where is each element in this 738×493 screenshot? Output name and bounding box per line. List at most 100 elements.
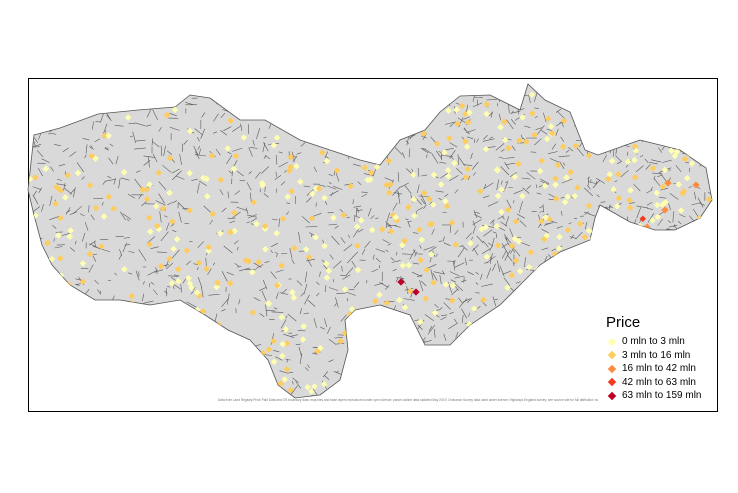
street-segment <box>40 122 45 126</box>
street-segment <box>300 120 308 122</box>
street-segment <box>610 109 613 118</box>
sale-point-marker <box>209 210 217 218</box>
sale-point-marker <box>395 114 402 122</box>
sale-point-marker <box>555 245 563 252</box>
street-segment <box>444 193 449 198</box>
street-segment <box>475 271 479 275</box>
sale-point-marker <box>226 280 234 287</box>
street-segment <box>497 215 504 220</box>
street-segment <box>528 94 531 104</box>
street-segment <box>512 249 516 254</box>
street-segment <box>385 284 390 290</box>
street-segment <box>502 270 512 275</box>
street-segment <box>79 388 84 393</box>
sale-point-marker <box>284 193 291 201</box>
sale-point-marker <box>64 375 72 383</box>
street-segment <box>444 121 456 125</box>
sale-point-marker <box>449 346 457 354</box>
street-segment <box>152 153 158 163</box>
sale-point-marker <box>698 87 705 94</box>
sale-point-marker <box>185 274 192 282</box>
street-segment <box>49 195 53 206</box>
street-segment <box>370 215 375 220</box>
street-segment <box>493 329 496 333</box>
street-segment <box>500 221 508 227</box>
street-segment <box>213 383 216 387</box>
street-segment <box>611 212 613 225</box>
street-segment <box>92 253 98 256</box>
street-segment <box>576 147 584 156</box>
street-segment <box>326 392 332 396</box>
street-segment <box>54 144 61 147</box>
street-segment <box>82 138 90 141</box>
street-segment <box>501 320 506 324</box>
street-segment <box>255 171 261 179</box>
street-segment <box>653 175 656 180</box>
street-segment <box>134 178 142 189</box>
street-segment <box>439 274 442 285</box>
street-segment <box>439 306 443 311</box>
street-segment <box>646 202 653 206</box>
sale-point-marker <box>424 379 431 387</box>
street-segment <box>541 281 552 288</box>
sale-point-marker <box>341 286 349 293</box>
street-segment <box>34 393 40 398</box>
street-segment <box>474 212 480 214</box>
street-segment <box>504 250 511 261</box>
street-segment <box>56 102 60 114</box>
sale-point-marker <box>308 214 316 222</box>
sale-point-marker <box>175 277 182 285</box>
street-segment <box>250 98 256 101</box>
street-segment <box>432 385 437 395</box>
sale-point-marker <box>610 186 617 193</box>
street-segment <box>311 233 313 237</box>
sale-point-marker <box>572 142 579 150</box>
street-segment <box>490 219 495 224</box>
street-segment <box>32 206 41 212</box>
street-segment <box>245 357 252 363</box>
street-segment <box>270 271 277 279</box>
sale-point-marker <box>109 98 116 105</box>
sale-point-marker <box>648 115 656 123</box>
sale-point-marker <box>619 255 627 262</box>
street-segment <box>524 332 529 337</box>
street-segment <box>294 113 301 118</box>
street-segment <box>622 263 627 267</box>
sale-point-marker <box>498 186 505 194</box>
street-segment <box>38 187 42 194</box>
legend-swatch-icon <box>607 351 617 360</box>
street-segment <box>381 331 389 339</box>
street-segment <box>229 220 236 224</box>
sale-point-marker <box>80 389 88 397</box>
street-segment <box>701 148 705 152</box>
sale-point-marker <box>543 135 551 143</box>
sale-point-marker <box>476 380 484 387</box>
street-segment <box>602 104 609 114</box>
street-segment <box>520 134 523 140</box>
street-segment <box>55 105 59 113</box>
street-segment <box>164 215 168 218</box>
street-segment <box>160 311 172 317</box>
sale-point-marker <box>534 321 541 328</box>
street-segment <box>576 263 579 274</box>
street-segment <box>304 271 308 283</box>
street-segment <box>623 114 633 122</box>
street-segment <box>334 225 339 229</box>
sale-point-marker <box>293 163 300 170</box>
sale-point-marker <box>230 209 238 216</box>
sale-point-marker <box>518 90 525 97</box>
street-segment <box>640 267 648 278</box>
sale-point-marker <box>417 353 425 360</box>
street-segment <box>88 264 94 273</box>
street-segment <box>342 274 351 280</box>
street-segment <box>174 316 184 325</box>
street-segment <box>263 193 269 198</box>
sale-point-marker <box>72 359 79 366</box>
street-segment <box>295 381 302 389</box>
sale-point-marker <box>250 199 257 206</box>
street-segment <box>103 123 108 134</box>
street-segment <box>494 298 499 301</box>
street-segment <box>394 101 399 105</box>
street-segment <box>713 228 714 231</box>
street-segment <box>501 250 507 259</box>
